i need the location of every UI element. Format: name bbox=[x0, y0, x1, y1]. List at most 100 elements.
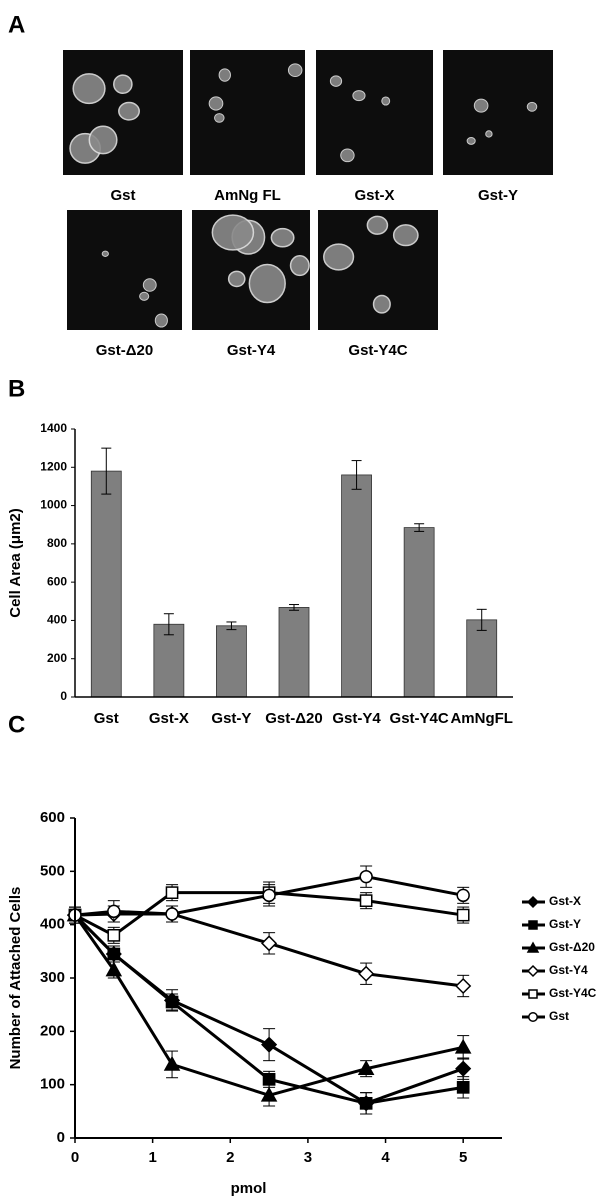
legend-label: Gst-X bbox=[549, 894, 581, 908]
x-tick-label: Gst-Y bbox=[211, 710, 251, 727]
marker bbox=[456, 888, 470, 903]
cell bbox=[473, 98, 489, 113]
y-axis-label: Number of Attached Cells bbox=[7, 887, 24, 1070]
micrograph bbox=[67, 210, 182, 330]
image-label: Gst-Y4C bbox=[348, 342, 407, 359]
marker bbox=[526, 941, 540, 953]
legend-label: Gst-Y bbox=[549, 917, 581, 931]
y-tick-label: 800 bbox=[47, 536, 67, 550]
cell bbox=[88, 125, 118, 155]
series-line bbox=[73, 914, 464, 1097]
cell bbox=[101, 250, 109, 257]
bar bbox=[216, 625, 247, 698]
cell bbox=[485, 130, 493, 138]
y-tick-label: 400 bbox=[40, 916, 65, 933]
marker bbox=[260, 1086, 278, 1102]
bar bbox=[403, 527, 435, 698]
cell bbox=[340, 148, 355, 163]
cell bbox=[113, 74, 133, 95]
marker bbox=[107, 947, 121, 961]
panel-label: B bbox=[8, 375, 25, 402]
cell bbox=[72, 73, 106, 105]
micrograph bbox=[443, 50, 553, 175]
cell bbox=[466, 137, 476, 145]
legend-label: Gst-Y4C bbox=[549, 986, 597, 1000]
cell bbox=[526, 101, 538, 112]
marker bbox=[528, 989, 538, 999]
cell bbox=[366, 215, 389, 235]
cell bbox=[323, 243, 355, 271]
y-tick-label: 100 bbox=[40, 1076, 65, 1093]
image-label: Gst-Δ20 bbox=[96, 342, 153, 359]
x-tick-label: Gst-Y4 bbox=[332, 710, 381, 727]
x-tick-label: 4 bbox=[381, 1149, 390, 1166]
marker bbox=[165, 907, 179, 921]
x-tick-label: 3 bbox=[304, 1149, 312, 1166]
cell bbox=[381, 96, 391, 106]
marker bbox=[261, 1036, 278, 1053]
y-tick-label: 0 bbox=[60, 689, 67, 703]
cell bbox=[287, 63, 303, 78]
legend-label: Gst-Y4 bbox=[549, 963, 588, 977]
y-tick-label: 600 bbox=[47, 574, 67, 588]
cell bbox=[392, 224, 419, 247]
cell bbox=[118, 101, 140, 121]
panel-label: A bbox=[8, 11, 25, 38]
image-label: AmNg FL bbox=[214, 187, 281, 204]
micrograph bbox=[316, 50, 433, 175]
y-tick-label: 1000 bbox=[40, 498, 67, 512]
marker bbox=[526, 895, 540, 909]
x-tick-label: 5 bbox=[459, 1149, 467, 1166]
marker bbox=[357, 1060, 375, 1076]
cell bbox=[211, 214, 255, 251]
x-tick-label: Gst bbox=[94, 710, 119, 727]
cell bbox=[372, 294, 391, 314]
cell bbox=[214, 113, 225, 123]
marker bbox=[107, 928, 121, 942]
cell bbox=[289, 254, 310, 277]
cell bbox=[248, 263, 286, 304]
cell bbox=[154, 313, 168, 328]
x-tick-label: Gst-X bbox=[149, 710, 189, 727]
x-tick-label: Gst-Δ20 bbox=[265, 710, 322, 727]
marker bbox=[262, 1072, 276, 1086]
marker bbox=[359, 869, 373, 884]
x-tick-label: Gst-Y4C bbox=[390, 710, 449, 727]
x-axis-label: pmol bbox=[231, 1180, 267, 1197]
x-tick-label: AmNgFL bbox=[450, 710, 513, 727]
y-tick-label: 1400 bbox=[40, 421, 67, 435]
marker bbox=[456, 1080, 470, 1094]
y-axis-label: Cell Area (μm2) bbox=[7, 508, 24, 618]
marker bbox=[454, 1038, 472, 1054]
marker bbox=[165, 995, 179, 1009]
image-label: Gst-Y4 bbox=[227, 342, 276, 359]
y-tick-label: 500 bbox=[40, 862, 65, 879]
bar bbox=[341, 474, 372, 698]
y-tick-label: 200 bbox=[40, 1022, 65, 1039]
marker bbox=[261, 935, 278, 952]
marker bbox=[528, 1012, 538, 1022]
marker bbox=[526, 964, 540, 978]
cell bbox=[270, 227, 295, 248]
y-tick-label: 0 bbox=[57, 1129, 65, 1146]
series-line bbox=[74, 891, 464, 938]
legend-label: Gst bbox=[549, 1009, 569, 1023]
marker bbox=[359, 1096, 373, 1110]
y-tick-label: 300 bbox=[40, 969, 65, 986]
marker bbox=[163, 1055, 181, 1071]
marker bbox=[528, 920, 538, 930]
micrograph bbox=[190, 50, 305, 175]
x-tick-label: 0 bbox=[71, 1149, 79, 1166]
marker bbox=[456, 908, 470, 922]
marker bbox=[262, 888, 276, 903]
bar bbox=[278, 607, 310, 698]
cell bbox=[208, 96, 224, 111]
marker bbox=[107, 904, 121, 919]
x-tick-label: 1 bbox=[148, 1149, 156, 1166]
marker bbox=[359, 894, 373, 908]
marker bbox=[358, 965, 375, 982]
y-tick-label: 600 bbox=[40, 809, 65, 826]
y-tick-label: 200 bbox=[47, 651, 67, 665]
cell bbox=[139, 291, 150, 301]
